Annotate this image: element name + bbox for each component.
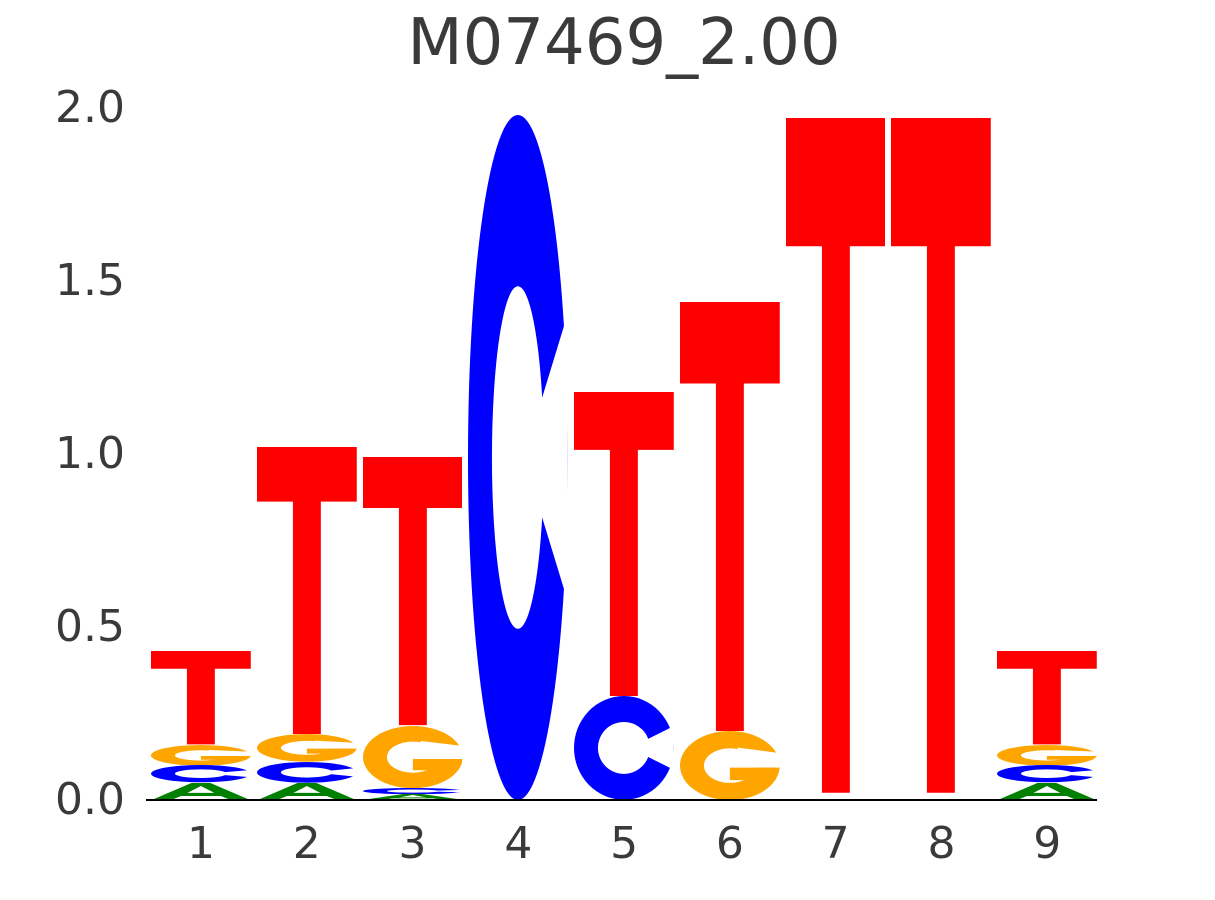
- x-tick-label-6: 6: [715, 818, 744, 869]
- logo-letter-A-pos3: [362, 794, 463, 800]
- x-tick-label-2: 2: [292, 818, 321, 869]
- logo-letter-A-pos9: [997, 782, 1097, 800]
- logo-letter-A-pos2: [256, 782, 357, 800]
- logo-letter-C-pos5: [574, 696, 674, 800]
- x-tick-label-4: 4: [504, 818, 533, 869]
- x-tick-label-7: 7: [821, 818, 850, 869]
- logo-letter-A-pos1: [151, 782, 251, 800]
- logo-letter-G-pos2: [256, 734, 357, 762]
- logo-letter-T-pos5: [574, 391, 674, 697]
- logo-letter-G-pos3: [362, 725, 463, 788]
- logo-letter-T-pos7: [785, 118, 886, 794]
- x-tick-label-3: 3: [398, 818, 427, 869]
- x-tick-label-5: 5: [610, 818, 639, 869]
- logo-letter-T-pos8: [891, 118, 992, 794]
- logo-letter-G-pos1: [151, 744, 251, 766]
- x-tick-label-1: 1: [187, 818, 215, 869]
- logo-letter-C-pos3: [362, 787, 463, 795]
- x-tick-label-8: 8: [927, 818, 956, 869]
- chart-title: M07469_2.00: [407, 6, 841, 80]
- logo-letter-C-pos9: [997, 765, 1097, 783]
- x-tick-label-9: 9: [1033, 818, 1062, 869]
- logo-letter-G-pos6: [679, 730, 780, 800]
- logo-letter-T-pos9: [997, 651, 1097, 745]
- logo-letter-T-pos1: [151, 651, 251, 745]
- logo-letter-C-pos4: [468, 114, 569, 800]
- x-axis-line: [146, 799, 1097, 801]
- logo-letter-T-pos2: [256, 447, 357, 735]
- logo-letter-C-pos1: [151, 765, 251, 783]
- logo-letter-T-pos3: [362, 457, 463, 726]
- logo-letter-G-pos9: [997, 744, 1097, 766]
- logo-letter-T-pos6: [679, 301, 780, 731]
- logo-letter-C-pos2: [256, 761, 357, 783]
